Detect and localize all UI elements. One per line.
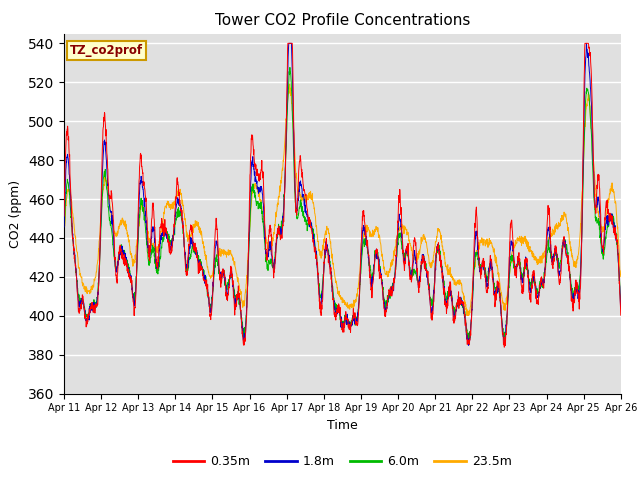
X-axis label: Time: Time — [327, 419, 358, 432]
Y-axis label: CO2 (ppm): CO2 (ppm) — [10, 180, 22, 248]
Legend: 0.35m, 1.8m, 6.0m, 23.5m: 0.35m, 1.8m, 6.0m, 23.5m — [168, 450, 517, 473]
Text: TZ_co2prof: TZ_co2prof — [70, 44, 143, 58]
Title: Tower CO2 Profile Concentrations: Tower CO2 Profile Concentrations — [214, 13, 470, 28]
